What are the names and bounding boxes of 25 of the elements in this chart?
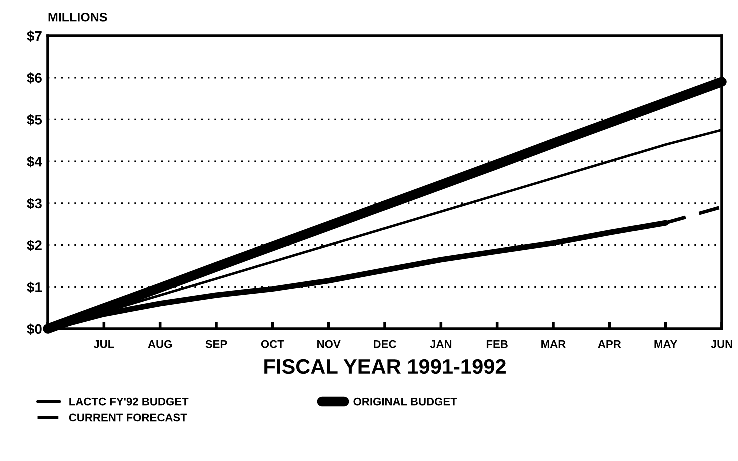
- x-tick-label: DEC: [374, 340, 396, 348]
- x-tick-label: JUL: [94, 340, 114, 348]
- y-tick-label: $2: [27, 240, 42, 252]
- x-tick-label: SEP: [206, 340, 228, 348]
- x-tick-label: JUN: [711, 340, 732, 348]
- y-tick-label: $7: [27, 30, 42, 42]
- y-tick-label: $5: [27, 114, 42, 126]
- y-tick-label: $3: [27, 198, 42, 210]
- x-tick-label: AUG: [148, 340, 172, 348]
- legend-label: LACTC FY'92 BUDGET: [70, 398, 189, 406]
- x-tick-label: APR: [598, 340, 622, 348]
- y-tick-label: $4: [27, 156, 42, 168]
- legend-label: CURRENT FORECAST: [69, 414, 188, 422]
- y-tick-label: $1: [27, 282, 42, 294]
- x-axis-title: FISCAL YEAR 1991-1992: [264, 359, 506, 374]
- x-tick-label: MAR: [542, 340, 566, 348]
- x-tick-label: JAN: [430, 340, 452, 348]
- legend-label: ORIGINAL BUDGET: [354, 398, 458, 406]
- x-tick-label: FEB: [486, 340, 508, 348]
- x-tick-label: NOV: [318, 340, 341, 348]
- y-tick-label: $6: [27, 72, 42, 84]
- x-tick-label: MAY: [654, 340, 678, 348]
- y-axis-title: MILLIONS: [48, 12, 108, 22]
- x-tick-label: OCT: [261, 340, 284, 348]
- y-tick-label: $0: [27, 324, 42, 336]
